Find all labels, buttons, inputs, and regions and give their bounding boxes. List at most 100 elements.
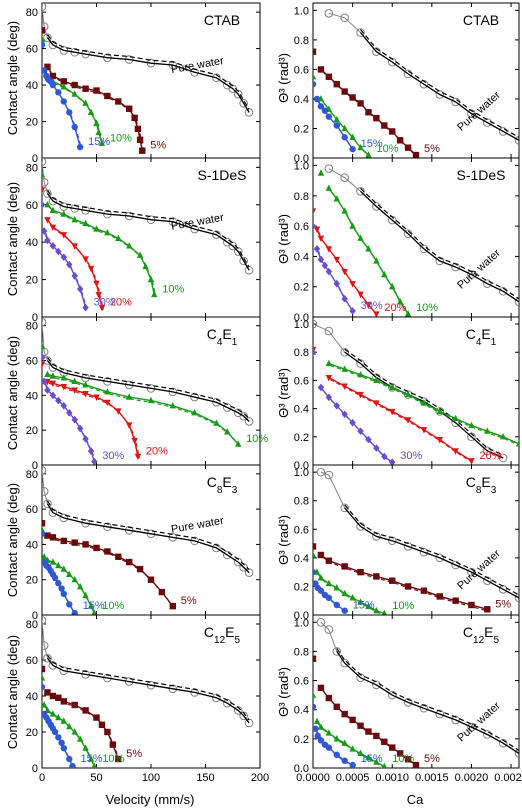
series-point-5% <box>396 137 404 144</box>
series-point-10% <box>373 257 380 264</box>
series-point-5% <box>313 655 317 662</box>
water-point <box>514 297 519 307</box>
series-point-5% <box>44 532 51 539</box>
plot-area <box>42 465 254 615</box>
y-tick-label: 0.0 <box>294 763 309 775</box>
x-tick-label: 0.0015 <box>415 772 449 784</box>
series-point-30% <box>76 285 84 293</box>
series-fit-dashed-10% <box>330 364 519 446</box>
water-point <box>483 730 492 739</box>
series-label-30%: 30% <box>94 297 116 309</box>
left-y-axis-label-4: Contact angle (deg) <box>5 635 20 749</box>
series-point-10% <box>42 342 46 350</box>
series-point-20% <box>104 399 111 407</box>
y-tick-label: 0 <box>32 763 38 775</box>
series-line-30% <box>320 387 393 463</box>
water-fit-solid <box>336 651 519 754</box>
series-point-15% <box>66 109 73 116</box>
water-point <box>42 641 49 650</box>
pure-water-label: Pure water <box>170 515 225 536</box>
series-point-15% <box>66 601 73 608</box>
series-label-15%: 15% <box>88 136 110 148</box>
series-point-5% <box>365 728 372 735</box>
series-point-5% <box>55 694 62 701</box>
series-point-5% <box>93 87 100 94</box>
series-point-5% <box>412 761 420 768</box>
x-tick-label: 0.0010 <box>375 772 409 784</box>
water-point <box>387 215 397 225</box>
panel-title: CTAB <box>463 12 499 28</box>
water-point <box>435 256 445 266</box>
series-point-15% <box>317 587 325 594</box>
y-tick-label: 0.4 <box>294 705 309 717</box>
series-line-20% <box>328 376 472 462</box>
series-point-5% <box>147 576 155 583</box>
pure-water-label: Pure water <box>455 247 503 292</box>
title-sub: 4 <box>476 337 482 348</box>
series-point-10% <box>313 717 321 724</box>
series-point-30% <box>325 393 333 402</box>
water-point <box>324 326 334 336</box>
series-point-10% <box>60 717 67 724</box>
series-point-30% <box>313 222 317 230</box>
series-point-15% <box>317 103 325 110</box>
water-point <box>451 715 460 725</box>
series-point-5% <box>71 81 78 89</box>
series-point-5% <box>389 577 396 584</box>
series-point-30% <box>49 391 57 400</box>
water-point <box>42 465 47 475</box>
series-point-10% <box>71 215 78 223</box>
series-label-15%: 15% <box>353 600 375 612</box>
series-point-15% <box>60 745 67 752</box>
panel-title: CTAB <box>204 12 240 28</box>
series-point-15% <box>341 134 348 141</box>
series-point-5% <box>104 548 111 555</box>
water-fit-solid <box>344 507 519 599</box>
water-fit-solid <box>46 37 250 113</box>
series-point-10% <box>325 579 333 587</box>
series-point-5% <box>71 701 78 709</box>
water-point <box>483 576 492 586</box>
y-tick-label: 20 <box>26 117 38 129</box>
series-point-30% <box>381 452 388 461</box>
series-point-10% <box>235 440 242 447</box>
water-point <box>212 543 221 553</box>
series-point-20% <box>349 281 356 288</box>
series-point-30% <box>42 353 46 361</box>
y-tick-label: 60 <box>26 356 38 368</box>
series-point-30% <box>313 245 321 253</box>
series-point-10% <box>404 310 412 317</box>
series-label-10%: 10% <box>110 132 132 144</box>
series-point-5% <box>126 105 133 112</box>
y-tick-label: 0.4 <box>294 404 309 416</box>
series-point-10% <box>82 744 89 751</box>
series-point-5% <box>325 557 333 564</box>
series-point-10% <box>66 722 73 730</box>
series-point-5% <box>109 741 117 748</box>
series-point-10% <box>349 133 356 140</box>
series-point-5% <box>357 568 364 576</box>
y-tick-label: 20 <box>26 727 38 739</box>
right-y-axis-label-3: Θ³ (rad³) <box>276 515 291 565</box>
series-point-10% <box>317 574 325 581</box>
series-point-5% <box>98 721 106 728</box>
series-point-30% <box>42 377 48 386</box>
series-point-10% <box>213 419 220 426</box>
series-point-10% <box>142 262 149 270</box>
water-point <box>244 108 254 117</box>
water-point <box>498 584 508 594</box>
series-point-10% <box>71 575 78 583</box>
series-point-5% <box>349 94 356 101</box>
series-point-20% <box>373 400 380 407</box>
y-tick-label: 0.0 <box>294 610 309 622</box>
series-point-5% <box>349 716 356 724</box>
series-label-5%: 5% <box>126 748 142 760</box>
series-line-30% <box>43 230 87 308</box>
y-tick-label: 0.8 <box>294 347 309 359</box>
water-point <box>372 532 381 541</box>
series-point-10% <box>373 606 380 614</box>
series-point-30% <box>76 424 84 433</box>
series-label-30%: 30% <box>102 450 124 462</box>
series-point-5% <box>404 756 412 763</box>
